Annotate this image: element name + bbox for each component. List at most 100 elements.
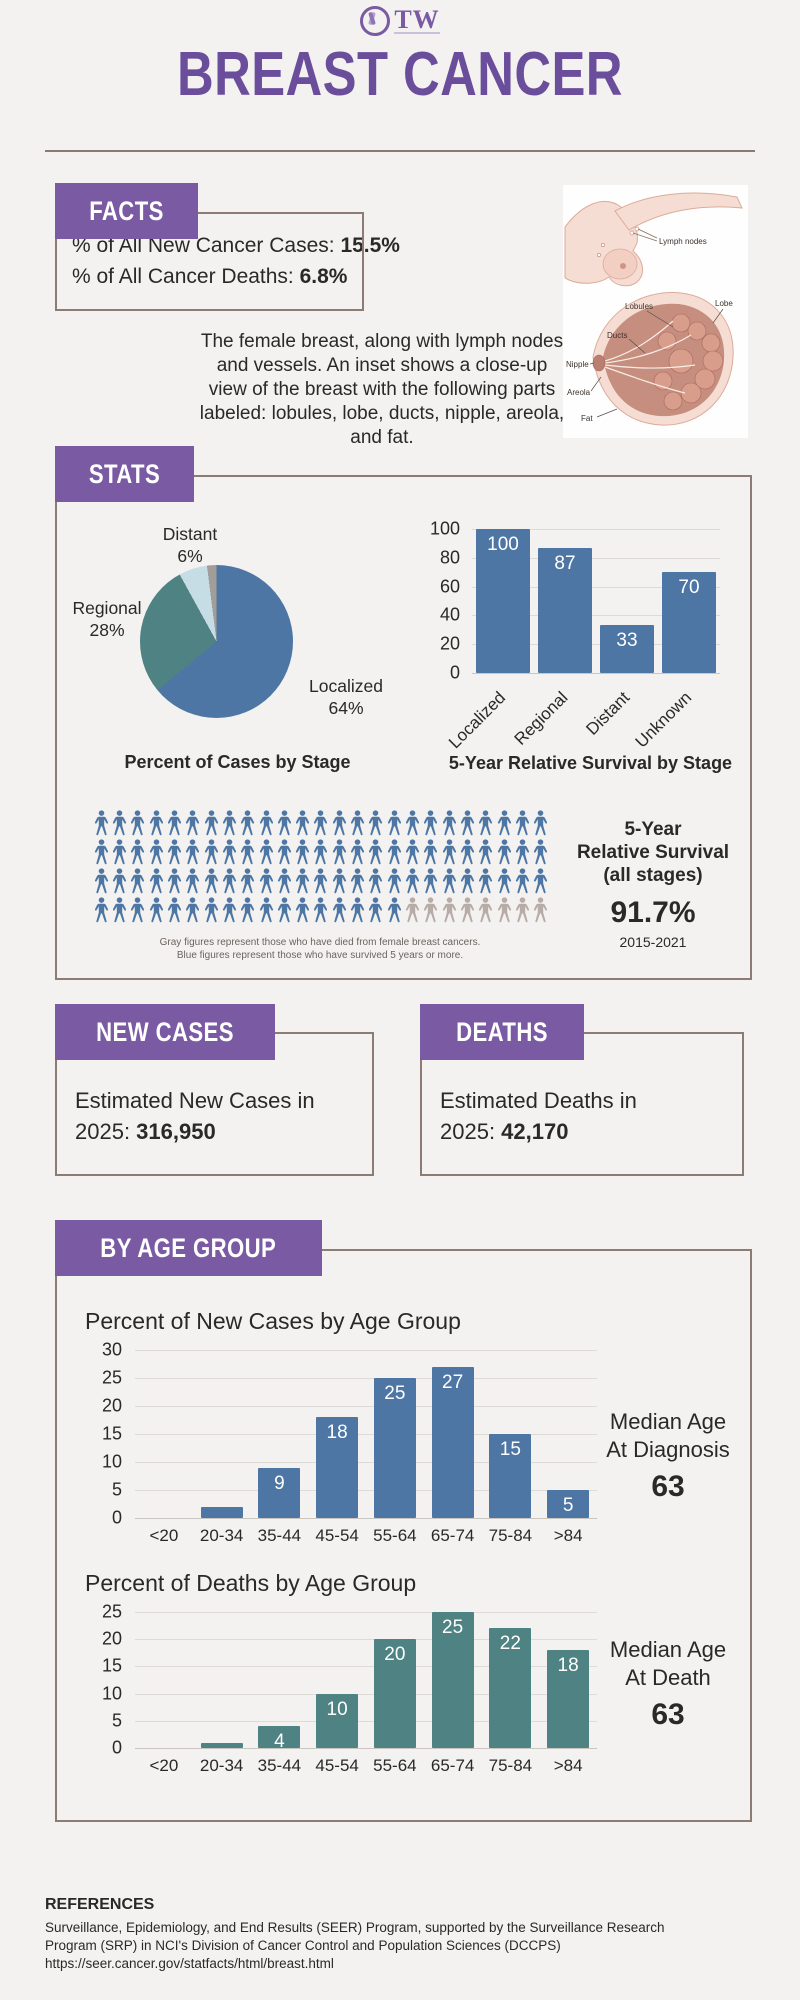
person-icon (442, 897, 456, 923)
bar-Localized: 100 (476, 529, 530, 673)
x-tick-label: 65-74 (430, 1756, 475, 1775)
person-icon (222, 868, 236, 894)
person-icon (149, 839, 163, 865)
cases-by-stage-pie-chart (140, 565, 293, 718)
survival-by-stage-bar-chart: 0 20 40 60 80 100 100 87 33 70 Localized Regional… (430, 515, 748, 760)
person-icon (259, 897, 273, 923)
person-icon (259, 839, 273, 865)
person-icon (424, 839, 438, 865)
y-axis: 0 20 40 60 80 100 (430, 519, 470, 683)
person-icon (259, 810, 273, 836)
bar-value-label: 25 (384, 1383, 406, 1404)
deaths-heading: DEATHS (420, 1004, 585, 1060)
person-icon (222, 839, 236, 865)
new-cases-value: 316,950 (136, 1119, 216, 1144)
new-cases-heading: NEW CASES (55, 1004, 276, 1060)
survival-pictograph (92, 810, 550, 926)
median-age-at-death-value: 63 (651, 1698, 685, 1731)
x-tick-label: 55-64 (373, 1526, 417, 1545)
person-icon (460, 868, 475, 894)
y-tick-label: 10 (101, 1683, 122, 1704)
plot-area: 100 87 33 70 (472, 529, 720, 674)
person-icon (515, 868, 530, 894)
person-icon (479, 868, 493, 894)
person-icon (186, 810, 200, 836)
person-icon (222, 897, 236, 923)
person-icon (351, 839, 365, 865)
breast-anatomy-illustration: Lymph nodes Lobules Lobe Ducts Nipple Ar… (563, 185, 748, 438)
person-icon (479, 897, 493, 923)
person-icon (277, 839, 291, 865)
anatomy-label-lobe: Lobe (715, 299, 733, 308)
five-year-survival-summary: 5-Year Relative Survival (all stages) 91… (558, 818, 748, 950)
person-icon (369, 839, 383, 865)
person-icon (332, 897, 346, 923)
person-icon (424, 868, 438, 894)
person-icon (314, 839, 328, 865)
x-tick-label: 65-74 (430, 1526, 475, 1545)
y-axis: 0 5 10 15 20 25 (82, 1602, 132, 1758)
reference-url-link[interactable]: https://seer.cancer.gov/statfacts/html/b… (45, 1956, 334, 1971)
new-cases-text: Estimated New Cases in 2025: 316,950 (75, 1088, 315, 1144)
person-icon (259, 868, 273, 894)
person-icon (277, 810, 291, 836)
x-tick-label: >84 (553, 1526, 583, 1545)
y-tick-label: 15 (101, 1423, 122, 1444)
person-icon (277, 897, 291, 923)
otw-logo: TW (0, 6, 800, 41)
person-icon (131, 868, 145, 894)
bar-20-34 (200, 1742, 243, 1748)
gridline (135, 1693, 597, 1695)
y-tick-label: 20 (439, 633, 460, 654)
references-heading: REFERENCES (45, 1896, 155, 1913)
bar-value-label: 87 (554, 552, 576, 574)
bar-value-label: 4 (274, 1731, 285, 1753)
person-icon (515, 810, 530, 836)
person-icon (277, 868, 291, 894)
bar-value-label: 9 (274, 1472, 285, 1494)
reference-line-2: Program (SRP) in NCI's Division of Cance… (45, 1938, 561, 1953)
person-icon (406, 810, 420, 836)
anatomy-label-lobules: Lobules (625, 302, 653, 311)
person-icon (497, 810, 511, 836)
pictograph-note: Gray figures represent those who have di… (159, 937, 481, 961)
bar-75-84: 22 (489, 1628, 532, 1748)
x-tick-label: 35-44 (257, 1756, 302, 1775)
person-icon (387, 839, 401, 865)
person-icon (112, 839, 127, 865)
header-divider (45, 150, 755, 152)
person-icon (515, 839, 530, 865)
x-tick-label: >84 (553, 1756, 583, 1775)
person-icon (222, 810, 236, 836)
bar-20-34 (200, 1506, 243, 1518)
bar-value-label: 22 (499, 1633, 521, 1655)
person-icon (186, 897, 200, 923)
median-age-at-diagnosis-value: 63 (651, 1470, 685, 1503)
bar-55-64: 25 (373, 1378, 416, 1518)
page-title: BREAST CANCER (177, 40, 623, 109)
facts-heading: FACTS (55, 183, 199, 239)
person-icon (424, 897, 438, 923)
gridline (472, 529, 720, 530)
bar-value-label: 10 (326, 1698, 348, 1720)
x-tick-label: <20 (149, 1526, 179, 1545)
x-tick-label: 20-34 (199, 1756, 244, 1775)
person-icon (204, 868, 218, 894)
y-tick-label: 25 (101, 1601, 122, 1622)
person-icon (296, 868, 310, 894)
y-tick-label: 0 (111, 1507, 122, 1528)
person-icon (167, 868, 182, 894)
median-age-at-death: Median Age At Death 63 (588, 1636, 748, 1732)
person-icon (387, 897, 401, 923)
person-icon (515, 897, 530, 923)
y-tick-label: 5 (111, 1710, 122, 1731)
person-icon (314, 897, 328, 923)
bar-value-label: 70 (678, 577, 700, 599)
x-tick-label: <20 (149, 1756, 179, 1775)
bar->84: 18 (547, 1650, 590, 1748)
anatomy-label-areola: Areola (567, 388, 591, 397)
person-icon (497, 897, 511, 923)
awareness-ribbon-icon (360, 6, 391, 36)
person-icon (241, 868, 255, 894)
